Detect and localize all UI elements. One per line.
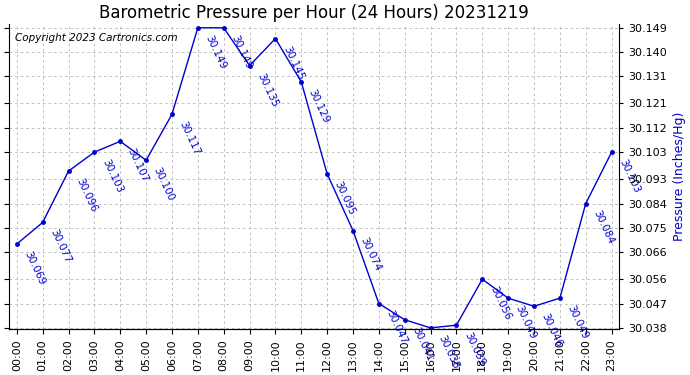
Text: 30.039: 30.039 <box>462 331 486 368</box>
Text: 30.041: 30.041 <box>411 326 435 362</box>
Y-axis label: Pressure (Inches/Hg): Pressure (Inches/Hg) <box>673 112 686 241</box>
Text: 30.117: 30.117 <box>177 120 202 157</box>
Text: 30.103: 30.103 <box>617 158 642 195</box>
Text: 30.084: 30.084 <box>591 209 615 246</box>
Text: 30.103: 30.103 <box>100 158 124 195</box>
Text: 30.046: 30.046 <box>540 312 564 349</box>
Text: 30.135: 30.135 <box>255 71 279 108</box>
Text: 30.129: 30.129 <box>307 87 331 124</box>
Text: Copyright 2023 Cartronics.com: Copyright 2023 Cartronics.com <box>15 33 178 43</box>
Text: 30.107: 30.107 <box>126 147 150 184</box>
Text: 30.056: 30.056 <box>488 285 512 322</box>
Text: 30.095: 30.095 <box>333 179 357 216</box>
Text: 30.069: 30.069 <box>22 250 47 287</box>
Text: 30.049: 30.049 <box>565 304 590 341</box>
Text: 30.145: 30.145 <box>281 44 306 81</box>
Text: 30.038: 30.038 <box>436 333 460 370</box>
Text: 30.049: 30.049 <box>514 304 538 341</box>
Text: 30.149: 30.149 <box>229 33 254 70</box>
Text: 30.096: 30.096 <box>74 177 99 214</box>
Title: Barometric Pressure per Hour (24 Hours) 20231219: Barometric Pressure per Hour (24 Hours) … <box>99 4 529 22</box>
Text: 30.100: 30.100 <box>152 166 176 203</box>
Text: 30.074: 30.074 <box>359 236 383 273</box>
Text: 30.077: 30.077 <box>48 228 72 265</box>
Text: 30.047: 30.047 <box>384 309 408 346</box>
Text: 30.149: 30.149 <box>204 33 228 70</box>
